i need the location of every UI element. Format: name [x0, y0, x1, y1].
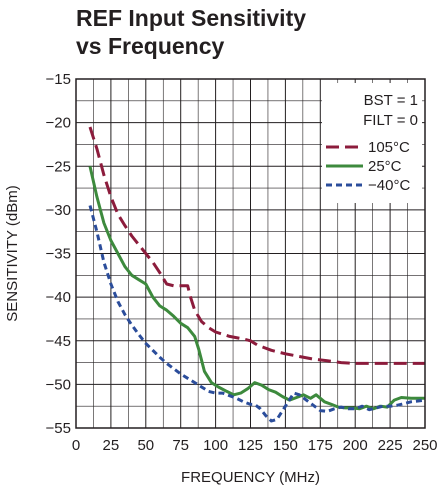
x-tick-label: 200	[343, 437, 368, 454]
y-tick-label: −30	[46, 202, 71, 219]
legend-background	[322, 83, 422, 203]
annotation-text: BST = 1	[364, 92, 418, 109]
y-axis-label: SENSITIVITY (dBm)	[4, 185, 21, 321]
legend-label: −40°C	[368, 177, 410, 194]
annotation-text: FILT = 0	[363, 112, 418, 129]
x-tick-label: 250	[412, 437, 437, 454]
chart-title: REF Input Sensitivity vs Frequency	[76, 4, 306, 60]
legend-box	[322, 83, 422, 203]
x-tick-label: 50	[137, 437, 154, 454]
y-tick-label: −20	[46, 115, 71, 132]
series-line-2	[88, 205, 426, 423]
y-tick-label: −35	[46, 246, 71, 263]
chart-title-line-1: REF Input Sensitivity	[76, 5, 307, 31]
y-tick-label: −45	[46, 333, 71, 350]
x-axis-label: FREQUENCY (MHz)	[181, 469, 320, 486]
x-tick-label: 25	[103, 437, 120, 454]
legend-label: 105°C	[368, 139, 410, 156]
legend-label: 25°C	[368, 158, 402, 175]
plot-frame	[75, 78, 426, 429]
x-tick-label: 100	[203, 437, 228, 454]
y-tick-label: −25	[46, 158, 71, 175]
x-tick-label: 150	[273, 437, 298, 454]
y-tick-label: −40	[46, 289, 71, 306]
x-tick-labels: 0 25 50 75 100 125 150 175 200 225 250	[72, 437, 438, 454]
chart-title-line-2: vs Frequency	[76, 33, 225, 59]
y-tick-label: −55	[46, 420, 71, 437]
x-tick-label: 0	[72, 437, 80, 454]
y-tick-labels: −15 −20 −25 −30 −35 −40 −45 −50 −55	[46, 71, 71, 437]
x-tick-label: 75	[172, 437, 189, 454]
x-tick-label: 175	[308, 437, 333, 454]
legend: BST = 1 FILT = 0 105°C 25°C −40°C	[326, 92, 418, 194]
y-tick-label: −15	[46, 71, 71, 88]
x-tick-label: 125	[238, 437, 263, 454]
series-lines	[88, 126, 426, 423]
y-tick-label: −50	[46, 376, 71, 393]
x-tick-label: 225	[378, 437, 403, 454]
series-line-0	[88, 126, 425, 365]
